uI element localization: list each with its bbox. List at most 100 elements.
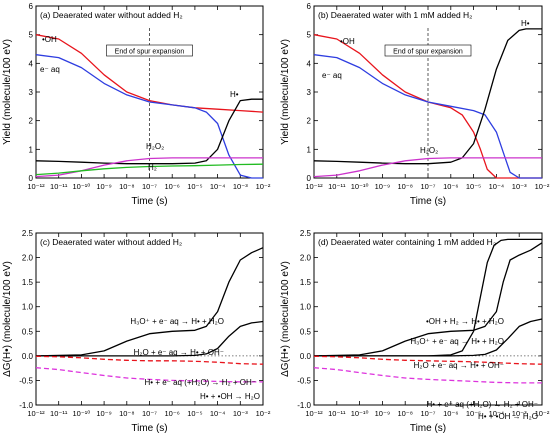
- x-tick-label: 10⁻⁸: [119, 182, 134, 191]
- series-label: H• + e⁻ aq (+H₂O) → H₂ + OH⁻: [145, 378, 256, 387]
- x-tick-label: 10⁻⁴: [210, 409, 226, 418]
- x-axis-title: Time (s): [410, 423, 446, 434]
- x-tick-label: 10⁻⁴: [489, 409, 505, 418]
- panel-label: (d) Deaerated water containing 1 mM adde…: [318, 237, 496, 247]
- x-tick-label: 10⁻⁴: [210, 182, 226, 191]
- y-tick-label: -1.0: [297, 401, 311, 410]
- x-axis-title: Time (s): [131, 196, 167, 207]
- y-tick-label: 0.0: [300, 352, 312, 361]
- plot-frame: [35, 5, 264, 179]
- series-line: [313, 54, 542, 179]
- x-tick-label: 10⁻³: [233, 409, 248, 418]
- y-tick-label: 2.5: [300, 229, 312, 238]
- x-tick-label: 10⁻⁷: [142, 182, 157, 191]
- series-line: [35, 247, 264, 357]
- panel-label: (c) Deaerated water without added H₂: [40, 237, 182, 247]
- y-tick-label: 1.0: [22, 303, 34, 312]
- panel-label: (b) Deaerated water with 1 mM added H₂: [318, 10, 472, 20]
- x-tick-label: 10⁻²: [256, 182, 271, 191]
- x-tick-label: 10⁻¹⁰: [72, 182, 90, 191]
- y-tick-label: 0: [29, 174, 34, 183]
- series-label: •OH + H₂ → H• + H₂O: [426, 317, 504, 326]
- x-tick-label: 10⁻¹²: [27, 409, 45, 418]
- series-label: H•: [230, 90, 239, 99]
- y-axis-title: ΔG(H•) (molecule/100 eV): [280, 261, 291, 377]
- series-label: H₂O + e⁻ aq → H• + OH⁻: [414, 361, 504, 370]
- series-line: [35, 54, 263, 179]
- y-tick-label: 0: [307, 174, 312, 183]
- y-tick-label: 5: [29, 31, 34, 40]
- series-line: [35, 367, 263, 383]
- x-tick-label: 10⁻⁵: [187, 182, 202, 191]
- series-line: [36, 320, 264, 357]
- spur-end-box: [106, 44, 193, 57]
- series-label: H₃O⁺ + e⁻ aq → H• + H₂O: [410, 337, 504, 346]
- series-line: [314, 238, 542, 357]
- x-tick-label: 10⁻¹¹: [328, 182, 346, 191]
- chart-panel-0: 10⁻¹² 10⁻¹¹ 10⁻¹⁰ 10⁻⁹ 10⁻⁸ 10⁻⁷ 10⁻⁶ 10⁻⁵ 10⁻⁴ 1…: [2, 2, 271, 207]
- x-tick-label: 10⁻⁶: [443, 409, 458, 418]
- x-tick-label: 10⁻¹²: [305, 409, 323, 418]
- series-line: [35, 34, 264, 113]
- series-label: H• + •OH → H₂O: [200, 392, 260, 401]
- y-tick-label: 2: [29, 117, 34, 126]
- chart-panel-2: 10⁻¹² 10⁻¹¹ 10⁻¹⁰ 10⁻⁹ 10⁻⁸ 10⁻⁷ 10⁻⁶ 10⁻⁵ 10⁻⁴ 1…: [2, 229, 271, 434]
- y-tick-label: -0.5: [297, 376, 311, 385]
- y-tick-label: 2.5: [22, 229, 34, 238]
- spur-end-label: End of spur expansion: [393, 49, 463, 56]
- x-tick-label: 10⁻⁹: [375, 409, 391, 418]
- series-line: [35, 355, 264, 365]
- series-label: e⁻ aq: [40, 65, 60, 74]
- y-tick-label: -0.5: [19, 376, 33, 385]
- series-label: H• + •OH → H₂O: [478, 412, 538, 421]
- y-tick-label: 0.0: [22, 352, 34, 361]
- x-tick-label: 10⁻⁶: [165, 182, 180, 191]
- y-tick-label: 1.0: [300, 303, 312, 312]
- series-label: e⁻ aq: [322, 71, 342, 80]
- x-tick-label: 10⁻¹⁰: [351, 409, 369, 418]
- series-label: H₂: [148, 163, 157, 172]
- panel-label: (a) Deaerated water without added H₂: [40, 10, 183, 20]
- series-line: [313, 242, 543, 357]
- series-label: H• + e⁻ aq (+H₂O) → H₂ + OH⁻: [427, 400, 538, 409]
- y-tick-label: 4: [29, 59, 34, 68]
- x-tick-label: 10⁻¹¹: [50, 182, 68, 191]
- chart-panel-1: 10⁻¹² 10⁻¹¹ 10⁻¹⁰ 10⁻⁹ 10⁻⁸ 10⁻⁷ 10⁻⁶ 10⁻⁵ 10⁻⁴ 1…: [280, 2, 550, 207]
- series-label: H₂O₂: [146, 142, 164, 151]
- x-tick-label: 10⁻³: [512, 409, 527, 418]
- x-tick-label: 10⁻¹²: [27, 182, 45, 191]
- x-tick-label: 10⁻⁵: [187, 409, 202, 418]
- x-tick-label: 10⁻²: [535, 409, 550, 418]
- x-tick-label: 10⁻⁸: [397, 182, 412, 191]
- x-tick-label: 10⁻¹⁰: [351, 182, 369, 191]
- series-line: [314, 318, 543, 357]
- series-line: [35, 157, 263, 178]
- series-label: H•: [521, 19, 530, 28]
- series-line: [35, 98, 263, 165]
- y-tick-label: 5: [307, 31, 312, 40]
- series-label: H₂O + e⁻ aq → H• + OH⁻: [134, 348, 224, 357]
- x-tick-label: 10⁻⁶: [165, 409, 180, 418]
- series-line: [313, 34, 542, 179]
- x-tick-label: 10⁻⁵: [466, 182, 481, 191]
- series-label: H₂O₂: [420, 146, 438, 155]
- y-tick-label: 1: [307, 145, 312, 154]
- series-label: •OH: [340, 37, 355, 46]
- spur-end-label: End of spur expansion: [115, 49, 185, 56]
- y-axis-title: Yield (molecule/100 eV): [280, 39, 291, 145]
- x-tick-label: 10⁻²: [535, 182, 550, 191]
- x-tick-label: 10⁻⁶: [443, 182, 458, 191]
- x-tick-label: 10⁻⁵: [466, 409, 481, 418]
- chart-panel-3: 10⁻¹² 10⁻¹¹ 10⁻¹⁰ 10⁻⁹ 10⁻⁸ 10⁻⁷ 10⁻⁶ 10⁻⁵ 10⁻⁴ 1…: [280, 229, 550, 434]
- x-tick-label: 10⁻⁹: [96, 182, 112, 191]
- x-tick-label: 10⁻⁷: [420, 409, 435, 418]
- y-axis-title: ΔG(H•) (molecule/100 eV): [2, 261, 13, 377]
- x-tick-label: 10⁻¹¹: [328, 409, 346, 418]
- spur-end-box: [384, 44, 472, 57]
- y-tick-label: 2: [307, 117, 312, 126]
- series-line: [35, 163, 264, 176]
- series-line: [313, 355, 543, 365]
- series-line: [313, 367, 542, 384]
